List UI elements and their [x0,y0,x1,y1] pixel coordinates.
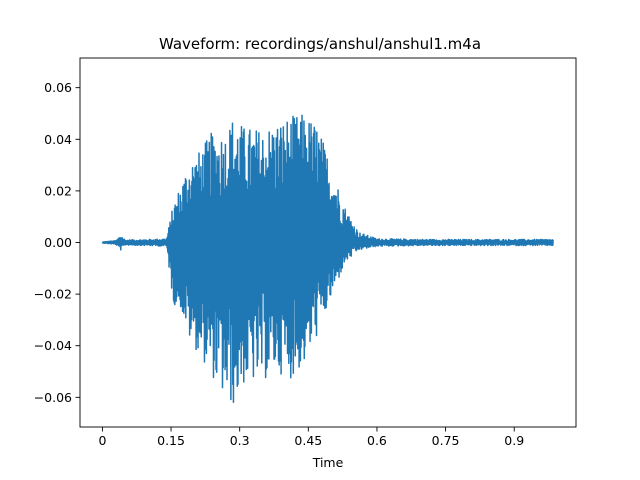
y-axis: 0.06 0.04 0.02 0.00 −0.02 −0.04 −0.06 [34,80,80,405]
x-tick-label: 0.9 [504,433,524,448]
x-tick-label: 0.45 [294,433,322,448]
x-axis: 0 0.15 0.3 0.45 0.6 0.75 0.9 [98,427,524,448]
y-tick-label: −0.06 [34,390,72,405]
x-tick-label: 0 [98,433,106,448]
x-tick-label: 0.6 [367,433,387,448]
y-tick-label: 0.06 [44,80,72,95]
x-tick-label: 0.15 [157,433,185,448]
plot-area [101,114,554,404]
y-tick-label: −0.04 [34,338,72,353]
chart-title: Waveform: recordings/anshul/anshul1.m4a [159,35,481,53]
y-tick-label: −0.02 [34,287,72,302]
x-tick-label: 0.75 [432,433,460,448]
waveform-series-line [101,114,554,404]
y-tick-label: 0.04 [44,132,72,147]
x-tick-label: 0.3 [230,433,250,448]
y-tick-label: 0.02 [44,183,72,198]
x-axis-label: Time [312,455,344,470]
y-tick-label: 0.00 [44,235,72,250]
